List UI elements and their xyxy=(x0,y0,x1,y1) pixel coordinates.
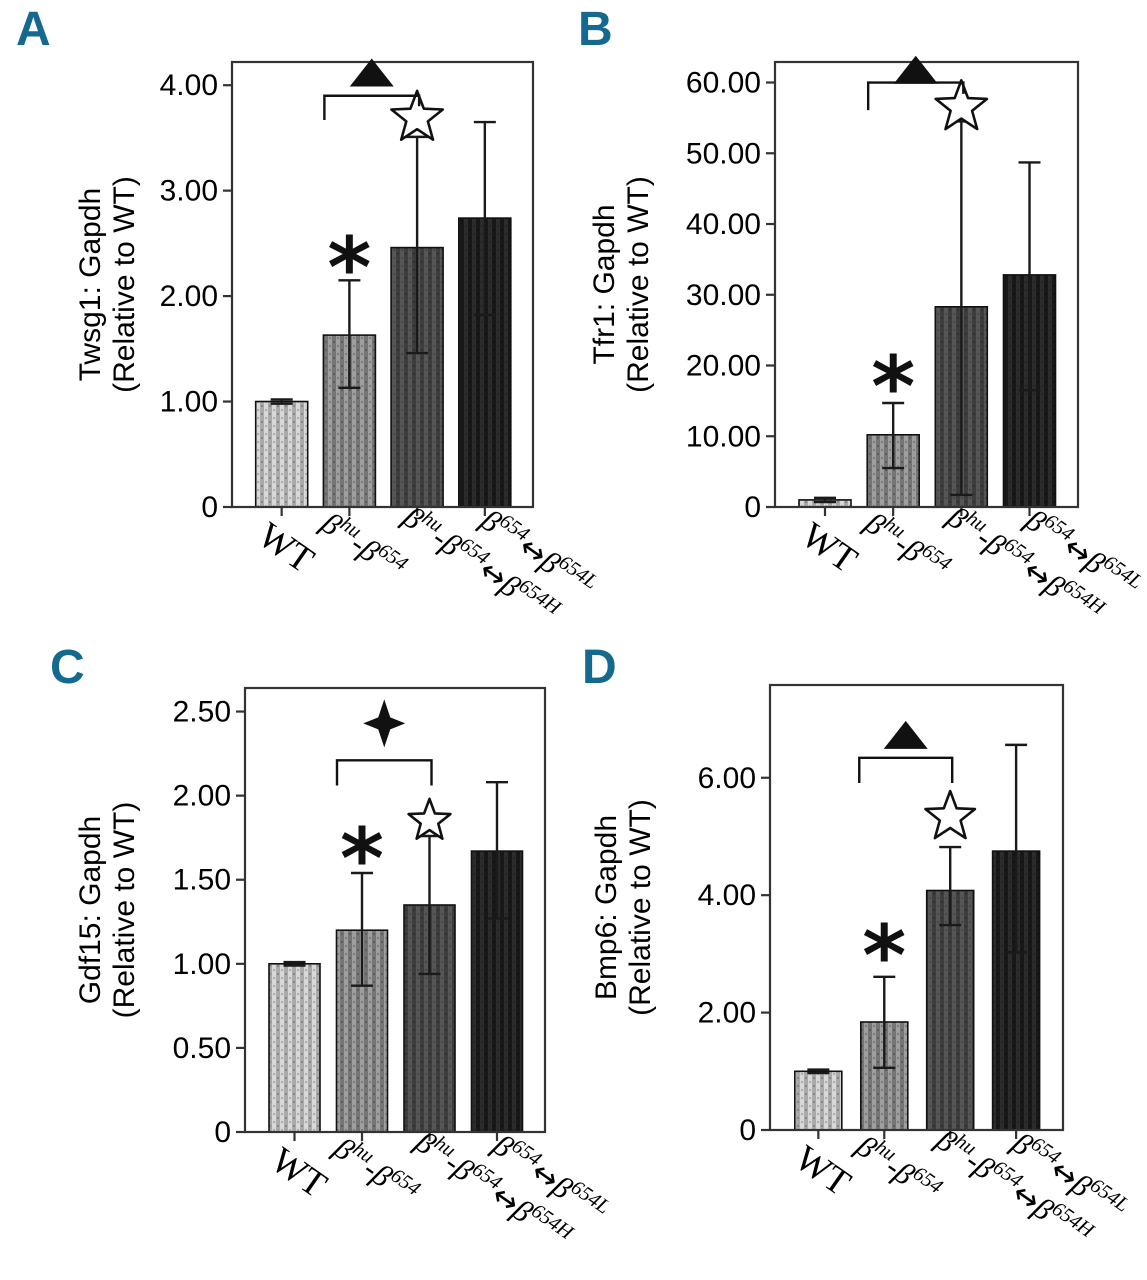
error-bar xyxy=(1018,161,1041,392)
error-bar xyxy=(939,845,962,927)
error-bar xyxy=(473,120,496,317)
y-tick-label: 1.00 xyxy=(160,386,218,419)
y-axis-title: Bmp6: Gapdh xyxy=(590,815,623,1000)
error-bar xyxy=(338,279,361,390)
y-tick-label: 2.50 xyxy=(173,696,231,729)
bar xyxy=(268,962,321,1133)
bar xyxy=(793,1070,843,1131)
error-bar xyxy=(873,975,896,1069)
asterisk-annotation: * xyxy=(871,338,915,436)
x-category-label: βhu-β654 xyxy=(849,1127,946,1210)
asterisk-annotation: * xyxy=(862,907,906,1005)
asterisk-annotation: * xyxy=(327,219,371,317)
four-point-star-annotation xyxy=(363,699,406,748)
y-tick-label: 2.00 xyxy=(173,780,231,813)
y-tick-label: 3.00 xyxy=(160,175,218,208)
significance-bracket xyxy=(858,756,954,784)
error-bar xyxy=(406,135,429,355)
error-bar xyxy=(813,496,836,504)
y-tick-label: 10.00 xyxy=(686,420,761,453)
y-tick-label: 1.00 xyxy=(173,948,231,981)
significance-bracket xyxy=(323,94,421,120)
error-bar xyxy=(486,780,508,920)
y-tick-label: 40.00 xyxy=(686,208,761,241)
y-axis-title: (Relative to WT) xyxy=(622,176,655,393)
y-axis-title: Gdf15: Gapdh xyxy=(74,816,107,1004)
x-category-label: WT xyxy=(787,1138,858,1205)
asterisk-annotation: * xyxy=(340,810,384,908)
plot-frame xyxy=(243,686,547,1134)
y-tick-label: 60.00 xyxy=(686,67,761,100)
x-category-label: β654↔β654L xyxy=(1005,1124,1133,1229)
y-axis-title: (Relative to WT) xyxy=(108,176,141,393)
panel-letter-d: D xyxy=(582,641,617,694)
y-tick-label: 0 xyxy=(739,1114,756,1147)
plot-frame xyxy=(768,683,1065,1132)
error-bar xyxy=(270,398,293,405)
open-star-annotation xyxy=(924,789,977,840)
filled-triangle-annotation xyxy=(883,720,928,749)
y-tick-label: 6.00 xyxy=(698,762,756,795)
open-star-annotation xyxy=(934,79,989,131)
error-bar xyxy=(351,871,373,987)
y-tick-label: 2.00 xyxy=(698,997,756,1030)
y-tick-label: 0 xyxy=(214,1116,231,1149)
y-tick-label: 0.50 xyxy=(173,1032,231,1065)
y-axis-title: Tfr1: Gapdh xyxy=(588,204,621,364)
y-axis-title: Twsg1: Gapdh xyxy=(74,188,107,381)
y-axis-title: (Relative to WT) xyxy=(624,799,657,1016)
filled-triangle-annotation xyxy=(349,58,394,87)
panel-letter-b: B xyxy=(578,3,613,56)
plot-frame xyxy=(773,60,1080,509)
plot-frame xyxy=(230,60,535,509)
filled-triangle-annotation xyxy=(893,55,938,84)
y-tick-label: 20.00 xyxy=(686,350,761,383)
significance-bracket xyxy=(335,759,433,786)
error-bar xyxy=(1005,743,1028,954)
open-star-annotation xyxy=(390,89,445,141)
error-bar xyxy=(283,960,306,967)
y-axis-title: (Relative to WT) xyxy=(108,802,141,1019)
y-tick-label: 1.50 xyxy=(173,864,231,897)
bar xyxy=(254,400,309,508)
panel-letter-a: A xyxy=(16,3,51,56)
y-tick-label: 30.00 xyxy=(686,279,761,312)
error-bar xyxy=(807,1068,830,1075)
y-tick-label: 50.00 xyxy=(686,137,761,170)
y-tick-label: 2.00 xyxy=(160,280,218,313)
error-bar xyxy=(882,401,905,470)
y-tick-label: 4.00 xyxy=(698,879,756,912)
y-tick-label: 0 xyxy=(201,491,218,524)
y-tick-label: 0 xyxy=(744,491,761,524)
bar xyxy=(925,889,975,1131)
open-star-annotation xyxy=(407,797,452,840)
panel-letter-c: C xyxy=(50,641,85,694)
y-tick-label: 4.00 xyxy=(160,69,218,102)
